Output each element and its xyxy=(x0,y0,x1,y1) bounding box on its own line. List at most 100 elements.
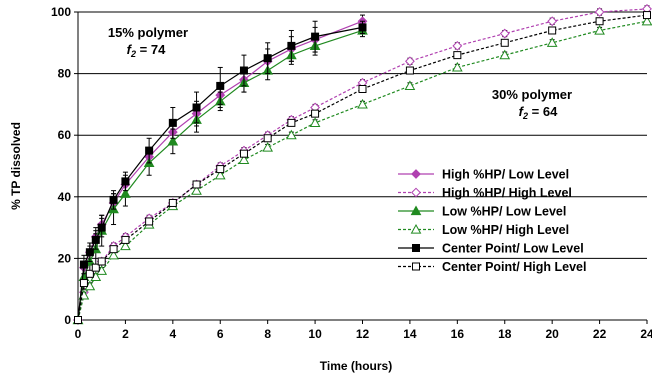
x-tick-label: 24 xyxy=(640,327,652,341)
data-point xyxy=(79,279,88,288)
annotation-15-polymer-title: 15% polymer xyxy=(108,25,188,40)
data-point xyxy=(168,118,177,127)
data-point xyxy=(594,7,605,17)
f2-symbol: f xyxy=(519,104,525,119)
data-point xyxy=(121,235,130,244)
x-tick-label: 6 xyxy=(217,327,224,341)
series-line xyxy=(77,8,648,321)
series-4 xyxy=(74,20,367,324)
data-point xyxy=(97,223,106,232)
data-point xyxy=(641,15,652,26)
x-tick-label: 16 xyxy=(451,327,465,341)
data-point xyxy=(239,66,248,75)
f2-value: = 64 xyxy=(528,104,558,119)
y-tick-label: 20 xyxy=(58,251,72,265)
data-point xyxy=(287,41,296,50)
data-point xyxy=(309,117,321,127)
data-point xyxy=(121,177,130,186)
data-point xyxy=(79,260,88,269)
data-point xyxy=(91,263,100,272)
data-point xyxy=(595,17,604,26)
legend-label: Low %HP/ High Level xyxy=(442,223,569,237)
x-tick-label: 22 xyxy=(593,327,607,341)
y-tick-label: 40 xyxy=(58,190,72,204)
f2-value: = 74 xyxy=(136,42,166,57)
data-point xyxy=(214,169,226,180)
data-point xyxy=(500,38,509,47)
legend-label: Low %HP/ Low Level xyxy=(442,205,566,219)
series-5 xyxy=(74,11,651,324)
data-point xyxy=(216,165,225,174)
data-point xyxy=(263,54,272,63)
data-point xyxy=(120,240,131,251)
x-tick-label: 2 xyxy=(122,327,129,341)
annotation-30-polymer: 30% polymer f2 = 64 xyxy=(492,87,572,121)
data-point xyxy=(216,81,225,90)
legend-swatch-marker xyxy=(412,244,420,252)
data-point xyxy=(404,80,416,91)
y-tick-label: 60 xyxy=(58,128,72,142)
data-point xyxy=(405,56,415,67)
legend-label: High %HP/ Low Level xyxy=(442,168,569,182)
legend: High %HP/ Low Level High %HP/ High Level L… xyxy=(398,168,586,274)
annotation-15-polymer-f2: f2 = 74 xyxy=(127,42,166,59)
x-tick-label: 12 xyxy=(356,327,370,341)
data-point xyxy=(108,249,119,260)
y-axis-label: % TP dissolved xyxy=(9,122,23,210)
y-tick-label: 80 xyxy=(58,67,72,81)
data-point xyxy=(145,146,154,155)
legend-label: Center Point/ High Level xyxy=(442,260,586,274)
x-tick-label: 20 xyxy=(545,327,559,341)
data-point xyxy=(358,85,367,93)
legend-item-1: High %HP/ High Level xyxy=(398,186,572,200)
x-tick-label: 14 xyxy=(403,327,417,341)
data-point xyxy=(85,248,94,257)
data-point xyxy=(192,103,201,112)
legend-label: Center Point/ Low Level xyxy=(442,242,584,256)
data-point xyxy=(548,26,557,35)
data-point xyxy=(358,23,367,32)
y-tick-labels: 0 20 40 60 80 100 xyxy=(51,5,71,327)
f2-symbol: f xyxy=(127,42,133,57)
data-point xyxy=(546,37,558,47)
x-tick-label: 18 xyxy=(498,327,512,341)
data-point xyxy=(145,217,154,226)
x-tick-label: 0 xyxy=(75,327,82,341)
legend-item-3: Low %HP/ High Level xyxy=(398,223,569,237)
data-point xyxy=(594,24,605,35)
data-point xyxy=(499,49,511,60)
data-point xyxy=(74,316,82,324)
x-tick-label: 8 xyxy=(264,327,271,341)
data-point xyxy=(168,198,177,207)
legend-swatch-marker xyxy=(411,187,421,198)
data-point xyxy=(109,195,118,204)
data-point xyxy=(120,188,131,198)
data-point xyxy=(311,109,320,118)
y-tick-label: 0 xyxy=(64,313,71,327)
legend-item-2: Low %HP/ Low Level xyxy=(398,205,566,219)
data-point xyxy=(451,61,463,72)
x-tick-labels: 0 2 4 6 8 10 12 14 16 18 20 22 24 xyxy=(75,327,652,341)
data-point xyxy=(287,118,296,127)
data-point xyxy=(238,154,250,164)
data-point xyxy=(91,235,100,244)
data-point xyxy=(547,16,558,27)
data-point xyxy=(109,245,118,254)
legend-label: High %HP/ High Level xyxy=(442,186,572,200)
data-point xyxy=(643,11,651,20)
series-line xyxy=(77,26,363,321)
data-point xyxy=(311,32,320,41)
legend-item-4: Center Point/ Low Level xyxy=(398,242,584,256)
data-point xyxy=(239,149,248,158)
data-point xyxy=(167,135,179,146)
legend-item-0: High %HP/ Low Level xyxy=(398,168,569,182)
legend-swatch-marker xyxy=(411,169,421,179)
legend-item-5: Center Point/ High Level xyxy=(398,260,586,274)
data-point xyxy=(262,141,274,152)
f2-subscript: 2 xyxy=(522,111,528,121)
data-point xyxy=(97,257,106,266)
legend-swatch-marker xyxy=(412,262,420,271)
f2-subscript: 2 xyxy=(130,49,136,59)
data-point xyxy=(192,180,201,189)
